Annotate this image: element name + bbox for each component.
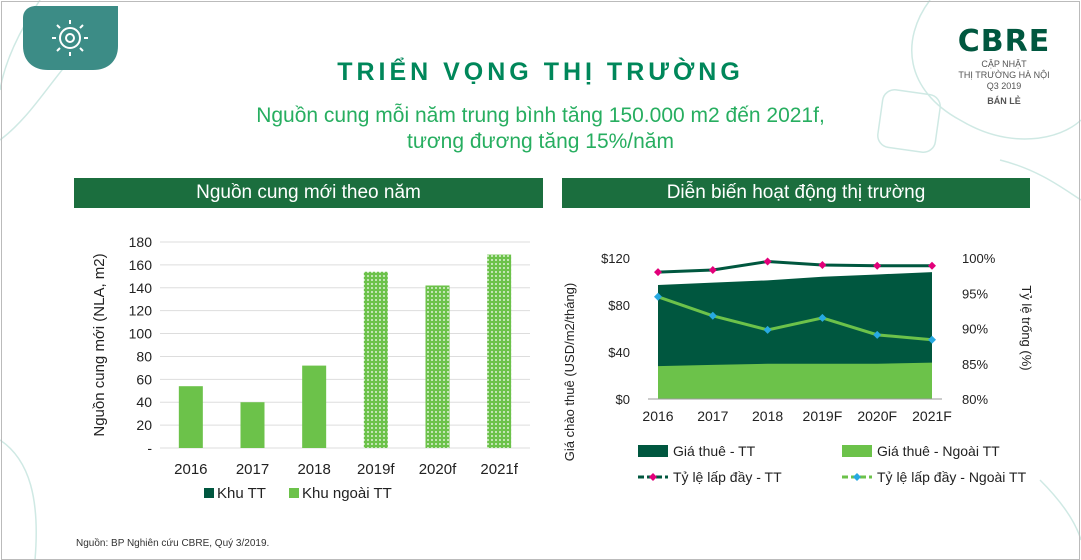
legend-marker-ty-le-lap-day-ngoai-tt — [853, 473, 861, 481]
y-tick-label: - — [147, 440, 152, 456]
gear-circuit-badge — [23, 6, 118, 70]
x-tick-label: 2016 — [642, 408, 673, 424]
x-tick-label: 2018 — [297, 461, 330, 478]
cbre-logo: CBRE — [957, 24, 1051, 59]
y2-axis-label: Tỷ lệ trống (%) — [1019, 285, 1034, 370]
marker-ty-le-lap-day-ngoai-tt — [873, 330, 882, 339]
y2-tick-label: 100% — [962, 251, 996, 266]
y-tick-label: $120 — [601, 251, 630, 266]
brand-line-3: Q3 2019 — [986, 81, 1022, 91]
y-tick-label: 140 — [129, 280, 153, 296]
y2-tick-label: 80% — [962, 392, 988, 407]
area-gia-thue-ngoai-tt — [658, 362, 932, 399]
y2-tick-label: 90% — [962, 322, 988, 337]
x-tick-label: 2019F — [803, 408, 843, 424]
marker-ty-le-lap-day-tt — [818, 261, 827, 270]
left-panel-heading: Nguồn cung mới theo năm — [74, 178, 543, 208]
bar-khu-ngoai-tt — [178, 386, 203, 448]
x-tick-label: 2021f — [480, 461, 518, 478]
marker-ty-le-lap-day-tt — [763, 257, 772, 266]
y2-tick-label: 95% — [962, 286, 988, 301]
bar-khu-ngoai-tt — [425, 285, 450, 448]
y-tick-label: 180 — [129, 234, 153, 250]
line-ty-le-lap-day-tt — [657, 260, 932, 274]
x-tick-label: 2017 — [236, 461, 269, 478]
marker-ty-le-lap-day-ngoai-tt — [654, 292, 662, 301]
y-tick-label: 120 — [129, 303, 153, 319]
brand-line-2: THỊ TRƯỜNG HÀ NỘI — [958, 70, 1050, 80]
marker-ty-le-lap-day-tt — [654, 268, 662, 277]
marker-ty-le-lap-day-tt — [928, 261, 936, 270]
legend-swatch-gia-thue-tt — [638, 445, 668, 457]
legend-label-khu-tt: Khu TT — [217, 485, 266, 502]
gear-circuit-icon — [52, 20, 88, 56]
y-tick-label: 80 — [136, 348, 152, 364]
source-note: Nguồn: BP Nghiên cứu CBRE, Quý 3/2019. — [76, 538, 270, 549]
bar-khu-ngoai-tt — [363, 271, 388, 448]
y-tick-label: $0 — [616, 392, 630, 407]
legend-swatch-khu-tt — [204, 488, 214, 498]
y-tick-label: 100 — [129, 326, 153, 342]
x-tick-label: 2020f — [419, 461, 457, 478]
legend-label-ty-le-lap-day-ngoai-tt: Tỷ lệ lấp đầy - Ngoài TT — [877, 469, 1027, 485]
brand-line-1: CẬP NHẬT — [981, 59, 1027, 69]
y-tick-label: 20 — [136, 417, 152, 433]
x-tick-label: 2019f — [357, 461, 395, 478]
legend-marker-ty-le-lap-day-tt — [649, 473, 657, 481]
supply-bar-chart: - 20 40 60 80 100 120 140 160 180 2016 2017 2018 2019… — [91, 234, 530, 502]
page-title: TRIỂN VỌNG THỊ TRƯỜNG — [337, 58, 744, 86]
marker-ty-le-lap-day-ngoai-tt — [818, 313, 827, 322]
marker-ty-le-lap-day-tt — [708, 265, 717, 274]
legend-swatch-khu-ngoai-tt — [289, 488, 299, 498]
x-tick-label: 2018 — [752, 408, 783, 424]
line-ty-le-lap-day-ngoai-tt — [657, 295, 933, 342]
bar-khu-ngoai-tt — [240, 402, 265, 448]
legend-swatch-gia-thue-ngoai-tt — [842, 445, 872, 457]
x-tick-label: 2017 — [697, 408, 728, 424]
legend-label-ty-le-lap-day-tt: Tỷ lệ lấp đầy - TT — [673, 469, 782, 485]
brand-block: CBRE CẬP NHẬT THỊ TRƯỜNG HÀ NỘI Q3 2019 … — [949, 24, 1059, 106]
marker-ty-le-lap-day-ngoai-tt — [708, 311, 717, 320]
y-tick-label: 40 — [136, 394, 152, 410]
y-axis-label: Nguồn cung mới (NLA, m2) — [91, 253, 108, 436]
y-tick-label: $80 — [608, 298, 630, 313]
marker-ty-le-lap-day-ngoai-tt — [763, 325, 772, 334]
bar-khu-ngoai-tt — [487, 254, 512, 448]
y-tick-label: 60 — [136, 371, 152, 387]
legend-label-khu-ngoai-tt: Khu ngoài TT — [302, 485, 392, 502]
y-tick-label: $40 — [608, 345, 630, 360]
marker-ty-le-lap-day-ngoai-tt — [928, 335, 936, 344]
legend-label-gia-thue-tt: Giá thuê - TT — [673, 443, 756, 459]
brand-section: BÁN LẺ — [987, 96, 1021, 106]
y-tick-label: 160 — [129, 257, 153, 273]
page-subtitle: Nguồn cung mỗi năm trung bình tăng 150.0… — [0, 103, 1081, 155]
market-performance-chart: $0 $40 $80 $120 80% 85% 90% 95% 100% 2016 2017 2018… — [562, 251, 1034, 485]
marker-ty-le-lap-day-tt — [873, 261, 882, 270]
y2-tick-label: 85% — [962, 357, 988, 372]
legend-label-gia-thue-ngoai-tt: Giá thuê - Ngoài TT — [877, 443, 1000, 459]
bar-khu-ngoai-tt — [302, 365, 327, 448]
right-panel-heading: Diễn biến hoạt động thị trường — [562, 178, 1030, 208]
x-tick-label: 2020F — [857, 408, 897, 424]
x-tick-label: 2021F — [912, 408, 952, 424]
x-tick-label: 2016 — [174, 461, 207, 478]
subtitle-line-2: tương đương tăng 15%/năm — [407, 130, 674, 153]
y-axis-label: Giá chào thuê (USD/m2/tháng) — [562, 283, 577, 461]
subtitle-line-1: Nguồn cung mỗi năm trung bình tăng 150.0… — [256, 104, 825, 127]
